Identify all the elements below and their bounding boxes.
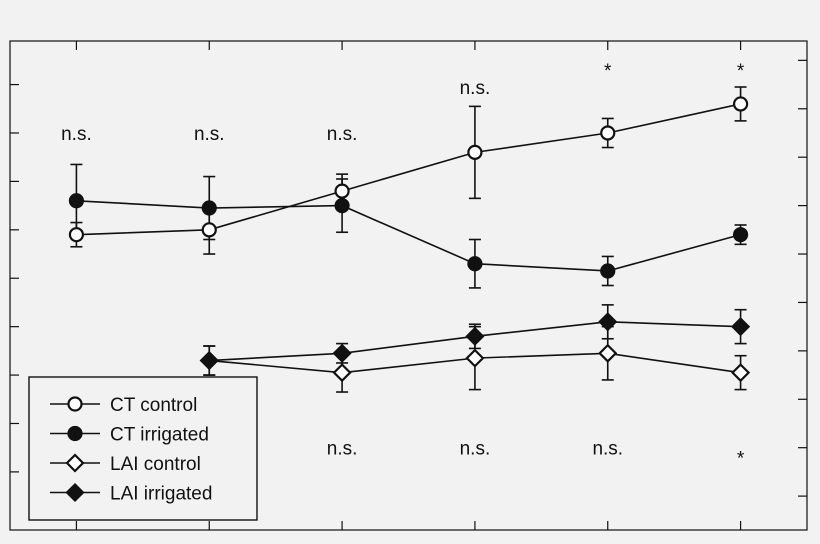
point-ct-irrigated: [334, 198, 350, 214]
series-line-ct-control: [76, 103, 741, 236]
significance-label: n.s.: [460, 439, 491, 460]
significance-label: n.s.: [460, 78, 491, 99]
point-lai-control: [465, 348, 485, 368]
point-lai-control: [598, 343, 618, 363]
legend-box: [28, 376, 258, 521]
point-ct-irrigated: [68, 193, 85, 209]
significance-labels: n.s. n.s. n.s. n.s. * * n.s. n.s. n.s. *: [61, 61, 745, 469]
significance-label: *: [604, 61, 612, 82]
significance-label: n.s.: [61, 124, 92, 145]
significance-label: n.s.: [194, 124, 225, 145]
point-ct-control: [467, 144, 483, 160]
point-ct-control: [732, 96, 749, 112]
point-lai-control: [731, 363, 751, 383]
axis-ticks: [10, 41, 807, 530]
point-lai-irrigated: [598, 312, 618, 332]
point-lai-irrigated: [332, 343, 352, 363]
significance-label: n.s.: [327, 124, 358, 145]
point-ct-irrigated: [600, 263, 616, 279]
series-lines: [76, 103, 741, 374]
legend-label: LAI control: [110, 454, 201, 475]
significance-label: *: [737, 61, 745, 82]
legend-label: LAI irrigated: [110, 484, 212, 505]
data-markers: [68, 96, 751, 383]
series-line-ct-irrigated: [76, 199, 741, 272]
legend-marker: [67, 425, 83, 442]
significance-label: *: [737, 448, 745, 469]
point-ct-control: [600, 125, 616, 141]
error-bars: [70, 86, 747, 393]
point-lai-irrigated: [465, 326, 485, 346]
legend-label: CT control: [110, 395, 197, 416]
legend: CT control CT irrigated LAI control LAI irr…: [28, 376, 258, 521]
significance-label: n.s.: [327, 439, 358, 460]
point-ct-irrigated: [467, 256, 483, 272]
point-lai-irrigated: [731, 317, 751, 337]
legend-label: CT irrigated: [110, 425, 209, 446]
significance-label: n.s.: [592, 439, 623, 460]
point-lai-control: [332, 363, 352, 383]
point-ct-irrigated: [201, 200, 217, 216]
point-ct-control: [334, 183, 350, 199]
point-lai-irrigated: [199, 350, 219, 371]
legend-marker: [65, 453, 85, 473]
legend-marker: [65, 482, 85, 503]
legend-marker: [67, 396, 83, 412]
point-ct-irrigated: [732, 227, 749, 243]
point-ct-control: [201, 222, 217, 238]
point-ct-control: [68, 227, 85, 243]
plot-frame: [9, 40, 808, 531]
